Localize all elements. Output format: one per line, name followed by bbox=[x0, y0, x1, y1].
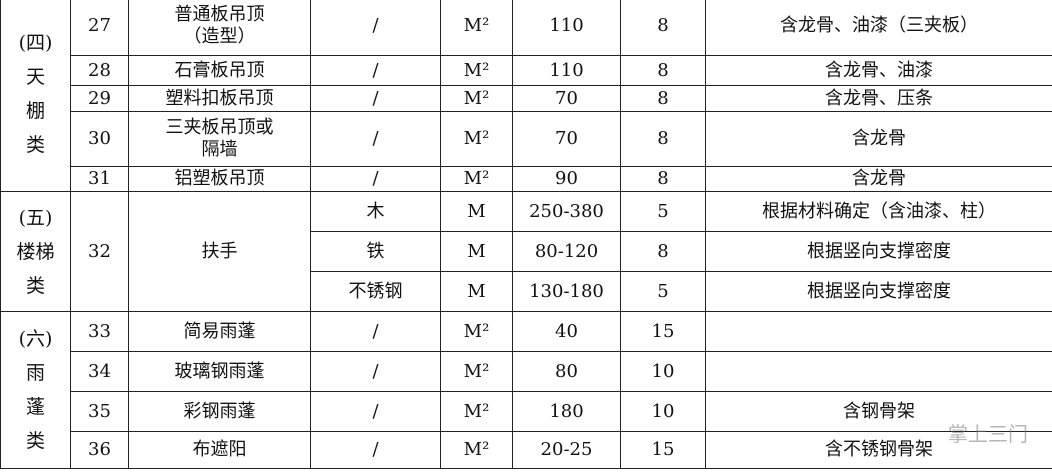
name-cell: 塑料扣板吊顶 bbox=[128, 85, 311, 112]
category-text: 蓬 bbox=[25, 396, 45, 418]
category-cell: (四) 天棚类 bbox=[0, 0, 71, 192]
note-cell: 含龙骨 bbox=[705, 111, 1052, 167]
note-cell bbox=[705, 311, 1052, 352]
spec-cell: / bbox=[310, 0, 441, 56]
spec-cell: / bbox=[310, 391, 441, 432]
number-cell: 27 bbox=[70, 0, 129, 56]
life-cell: 8 bbox=[620, 231, 706, 272]
life-cell: 8 bbox=[620, 85, 706, 112]
spec-cell: / bbox=[310, 111, 441, 167]
name-cell: 铝塑板吊顶 bbox=[128, 166, 311, 192]
price-cell: 250-380 bbox=[512, 191, 621, 232]
life-cell: 8 bbox=[620, 166, 706, 192]
price-cell: 110 bbox=[512, 0, 621, 56]
note-cell: 根据竖向支撑密度 bbox=[705, 231, 1052, 272]
number-cell: 31 bbox=[70, 166, 129, 192]
unit-cell: M² bbox=[440, 351, 513, 392]
price-cell: 40 bbox=[512, 311, 621, 352]
unit-cell: M² bbox=[440, 391, 513, 432]
spec-cell: / bbox=[310, 85, 441, 112]
name-cell: 石膏板吊顶 bbox=[128, 55, 311, 86]
life-cell: 8 bbox=[620, 55, 706, 86]
spec-cell: / bbox=[310, 166, 441, 192]
spec-cell: 不锈钢 bbox=[310, 271, 441, 312]
spec-cell: / bbox=[310, 351, 441, 392]
name-cell: 普通板吊顶（造型） bbox=[128, 0, 311, 56]
spec-cell: / bbox=[310, 311, 441, 352]
note-cell: 根据竖向支撑密度 bbox=[705, 271, 1052, 312]
number-cell: 34 bbox=[70, 351, 129, 392]
category-cell: (五) 楼梯类 bbox=[0, 191, 71, 312]
unit-cell: M bbox=[440, 231, 513, 272]
number-cell: 30 bbox=[70, 111, 129, 167]
note-cell: 含钢骨架 bbox=[705, 391, 1052, 432]
life-cell: 8 bbox=[620, 0, 706, 56]
name-cell: 彩钢雨蓬 bbox=[128, 391, 311, 432]
name-cell: 三夹板吊顶或隔墙 bbox=[128, 111, 311, 167]
life-cell: 10 bbox=[620, 351, 706, 392]
spec-cell: / bbox=[310, 431, 441, 469]
number-cell: 32 bbox=[70, 191, 129, 312]
name-cell: 玻璃钢雨蓬 bbox=[128, 351, 311, 392]
spec-cell: / bbox=[310, 55, 441, 86]
spec-cell: 木 bbox=[310, 191, 441, 232]
unit-cell: M bbox=[440, 191, 513, 232]
category-text: 类 bbox=[25, 274, 45, 297]
category-text: 天 bbox=[25, 66, 45, 88]
category-text: 雨 bbox=[25, 362, 45, 384]
note-cell: 根据材料确定（含油漆、柱） bbox=[705, 191, 1052, 232]
life-cell: 15 bbox=[620, 311, 706, 352]
price-cell: 90 bbox=[512, 166, 621, 192]
unit-cell: M bbox=[440, 271, 513, 312]
name-cell: 简易雨蓬 bbox=[128, 311, 311, 352]
unit-cell: M² bbox=[440, 85, 513, 112]
category-text: 楼梯 bbox=[16, 240, 55, 263]
price-cell: 80 bbox=[512, 351, 621, 392]
life-cell: 8 bbox=[620, 111, 706, 167]
unit-cell: M² bbox=[440, 311, 513, 352]
unit-cell: M² bbox=[440, 0, 513, 56]
note-cell: 含龙骨、压条 bbox=[705, 85, 1052, 112]
note-cell: 含不锈钢骨架 bbox=[705, 431, 1052, 469]
watermark: 掌上三门 bbox=[948, 422, 1028, 446]
note-cell bbox=[705, 351, 1052, 392]
number-cell: 35 bbox=[70, 391, 129, 432]
price-cell: 20-25 bbox=[512, 431, 621, 469]
price-cell: 70 bbox=[512, 85, 621, 112]
price-cell: 70 bbox=[512, 111, 621, 167]
price-cell: 110 bbox=[512, 55, 621, 86]
life-cell: 10 bbox=[620, 391, 706, 432]
spec-cell: 铁 bbox=[310, 231, 441, 272]
number-cell: 36 bbox=[70, 431, 129, 469]
note-cell: 含龙骨、油漆（三夹板） bbox=[705, 0, 1052, 56]
category-text: 棚 bbox=[25, 100, 45, 122]
life-cell: 15 bbox=[620, 431, 706, 469]
category-text: 类 bbox=[25, 134, 45, 156]
life-cell: 5 bbox=[620, 271, 706, 312]
unit-cell: M² bbox=[440, 431, 513, 469]
category-text: (六) bbox=[18, 328, 53, 350]
price-cell: 180 bbox=[512, 391, 621, 432]
category-text: (五) bbox=[18, 206, 53, 229]
price-cell: 130-180 bbox=[512, 271, 621, 312]
category-cell: (六) 雨蓬类 bbox=[0, 311, 71, 469]
note-cell: 含龙骨 bbox=[705, 166, 1052, 192]
name-cell: 布遮阳 bbox=[128, 431, 311, 469]
number-cell: 33 bbox=[70, 311, 129, 352]
unit-cell: M² bbox=[440, 166, 513, 192]
category-text: (四) bbox=[18, 32, 53, 54]
price-cell: 80-120 bbox=[512, 231, 621, 272]
name-cell: 扶手 bbox=[128, 191, 311, 312]
note-cell: 含龙骨、油漆 bbox=[705, 55, 1052, 86]
category-text: 类 bbox=[25, 430, 45, 452]
number-cell: 29 bbox=[70, 85, 129, 112]
unit-cell: M² bbox=[440, 111, 513, 167]
life-cell: 5 bbox=[620, 191, 706, 232]
unit-cell: M² bbox=[440, 55, 513, 86]
number-cell: 28 bbox=[70, 55, 129, 86]
